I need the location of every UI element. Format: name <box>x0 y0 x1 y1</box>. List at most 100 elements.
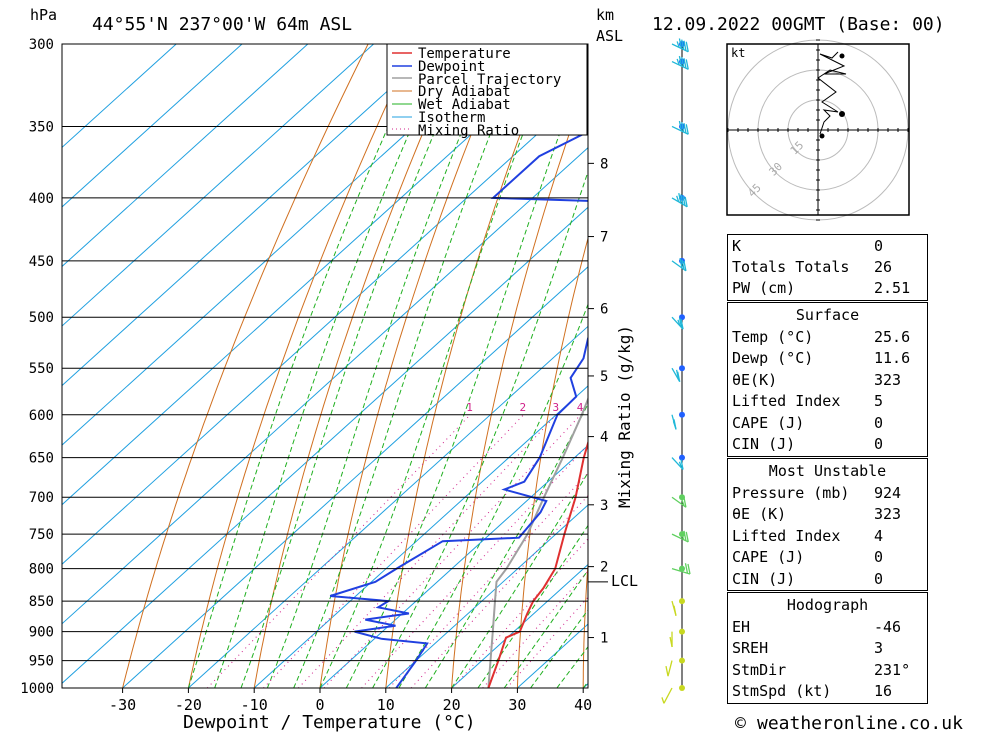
copyright-symbol: © <box>735 713 746 733</box>
wind-barb-flag <box>683 260 687 272</box>
dewpoint-line <box>329 107 588 688</box>
dry-adiabat-line <box>187 44 416 688</box>
wind-level-dot <box>679 685 685 691</box>
mixing-ratio-tick-label: 3 <box>552 401 559 414</box>
site-credit[interactable]: weatheronline.co.uk <box>757 713 963 733</box>
wind-level-dot <box>679 454 685 461</box>
most-unstable-box: Most Unstable Pressure (mb) 924 θE (K) 3… <box>727 458 928 591</box>
isotherm-line <box>62 147 588 625</box>
wet-adiabat-line <box>187 44 427 688</box>
mu-cin-label: CIN (J) <box>732 570 796 588</box>
stmdir-label: StmDir <box>732 661 787 679</box>
mixing-ratio-line <box>298 414 557 688</box>
eh-label: EH <box>732 618 751 636</box>
surface-thetae-row: θE(K) 323 <box>732 370 923 391</box>
km-tick-label: 2 <box>600 560 608 576</box>
pressure-tick-label: 400 <box>29 191 54 207</box>
km-tick-label: 3 <box>600 498 608 514</box>
wind-level-dot <box>679 314 685 321</box>
wet-adiabat-line <box>530 609 588 688</box>
wet-adiabat-line <box>293 44 528 688</box>
wet-adiabat-line <box>503 569 588 688</box>
isotherm-line <box>62 44 309 268</box>
sreh-row: SREH 3 <box>732 638 923 659</box>
plot-frame <box>61 43 589 689</box>
isotherm-line <box>385 504 588 688</box>
temp-tick-label: 40 <box>574 696 592 714</box>
temp-tick-label: 20 <box>443 696 461 714</box>
stmdir-row: StmDir 231° <box>732 660 923 681</box>
sreh-label: SREH <box>732 639 769 657</box>
wind-barb-flag <box>684 563 689 574</box>
pressure-tick-label: 800 <box>29 562 54 578</box>
hodograph-indices-box: Hodograph EH -46 SREH 3 StmDir 231° StmS… <box>727 592 928 704</box>
wind-profile <box>661 38 691 704</box>
mixing-ratio-tick-label: 8 <box>638 401 645 414</box>
dry-adiabat-line <box>122 44 369 688</box>
hodograph-ring-label: 45 <box>745 181 764 200</box>
wet-adiabat-line <box>240 44 474 688</box>
x-axis-title: Dewpoint / Temperature (°C) <box>183 712 476 733</box>
mu-cin-row: CIN (J) 0 <box>732 569 923 590</box>
lcl-label: LCL <box>611 572 638 590</box>
wind-barb-flag <box>685 124 689 135</box>
surface-thetae-label: θE(K) <box>732 371 778 389</box>
wind-barb-flag <box>680 319 684 330</box>
wind-barb-flag <box>677 371 681 382</box>
temp-tick-label: -20 <box>175 696 202 714</box>
wind-barb-flag <box>672 421 677 428</box>
wind-barb-flag <box>681 39 685 50</box>
totals-totals-row: Totals Totals 26 <box>732 257 923 278</box>
mixing-ratio-line <box>323 414 582 688</box>
temp-tick-label: 30 <box>508 696 526 714</box>
wind-barb-flag <box>661 697 665 704</box>
surface-cape-label: CAPE (J) <box>732 414 805 432</box>
mu-li-row: Lifted Index 4 <box>732 526 923 547</box>
dry-adiabat-line <box>319 44 509 688</box>
surface-cin-row: CIN (J) 0 <box>732 434 923 455</box>
wind-barb-flag <box>681 499 685 507</box>
sreh-value: 3 <box>874 639 884 657</box>
surface-temp-row: Temp (°C) 25.6 <box>732 327 923 348</box>
isotherm-line <box>122 266 588 688</box>
km-tick-label: 8 <box>600 156 608 172</box>
pressure-tick-label: 450 <box>29 254 54 270</box>
wind-level-dot <box>679 411 685 418</box>
mu-pressure-label: Pressure (mb) <box>732 484 850 502</box>
mu-li-label: Lifted Index <box>732 527 841 545</box>
pw-label: PW (cm) <box>732 279 796 297</box>
wind-barb-flag <box>678 192 682 204</box>
skewt-series <box>329 107 588 688</box>
isotherm-line <box>62 206 588 684</box>
k-index-value: 0 <box>874 237 884 255</box>
wet-adiabat-line <box>398 302 588 688</box>
wind-barb-flag <box>684 196 688 207</box>
mu-cin-value: 0 <box>874 570 884 588</box>
surface-dewp-value: 11.6 <box>874 349 911 367</box>
wind-barb-flag <box>683 497 687 508</box>
pressure-tick-label: 750 <box>29 527 54 543</box>
pressure-tick-label: 500 <box>29 310 54 326</box>
dry-adiabat-line <box>582 557 588 688</box>
pressure-tick-label: 600 <box>29 408 54 424</box>
wind-barb-flag <box>680 459 684 470</box>
storm-motion-marker <box>839 111 845 117</box>
wind-barb-flag <box>681 533 685 540</box>
hodograph-ring-label: 30 <box>767 160 786 179</box>
mu-cape-row: CAPE (J) 0 <box>732 547 923 568</box>
isotherm-line <box>62 44 243 208</box>
eh-value: -46 <box>874 618 902 636</box>
legend-parcel: Parcel Trajectory <box>418 72 561 88</box>
mixing-ratio-line <box>452 538 588 688</box>
surface-thetae-value: 323 <box>874 371 902 389</box>
mixing-ratio-tick-label: 15 <box>698 401 711 414</box>
wind-barb-flag <box>685 531 689 543</box>
pressure-unit-label: hPa <box>30 6 57 24</box>
pressure-tick-label: 850 <box>29 594 54 610</box>
legend-wet-adiabat: Wet Adiabat <box>418 97 511 113</box>
wind-barb-flag <box>678 38 683 49</box>
legend-temperature: Temperature <box>418 46 511 62</box>
surface-cape-row: CAPE (J) 0 <box>732 413 923 434</box>
legend-mixing-ratio: Mixing Ratio <box>418 123 519 139</box>
